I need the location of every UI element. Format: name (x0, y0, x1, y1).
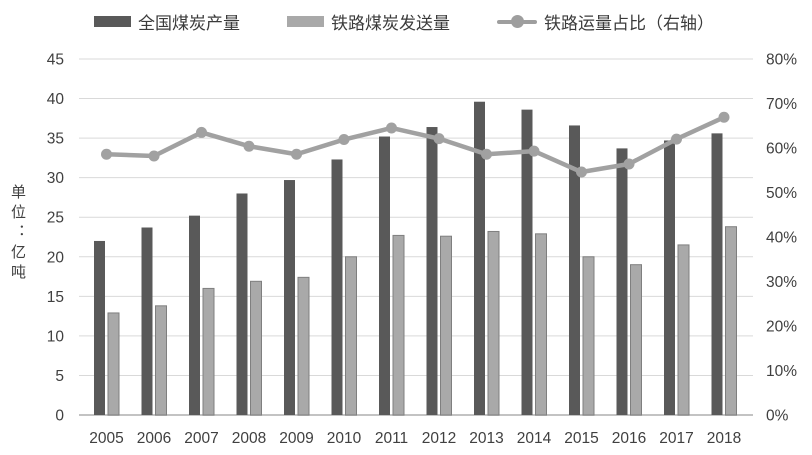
railway-bar (725, 226, 737, 416)
x-tick-label: 2009 (279, 430, 313, 447)
share-line-marker (148, 150, 160, 162)
y-left-tick-label: 5 (55, 368, 64, 385)
y-left-tick-label: 20 (47, 249, 65, 266)
share-line (104, 115, 727, 175)
production-bar (474, 101, 485, 415)
production-bar (284, 180, 295, 415)
production-bar (189, 215, 200, 415)
x-tick-label: 2013 (469, 430, 503, 447)
share-line-marker (243, 140, 255, 152)
y-right-tick-label: 50% (766, 185, 797, 202)
x-tick-label: 2007 (184, 430, 218, 447)
x-tick-label: 2012 (422, 430, 456, 447)
railway-bar (107, 312, 120, 416)
legend-label-railway: 铁路煤炭发送量 (331, 14, 450, 33)
railway-bar-swatch-icon (287, 16, 324, 27)
railway-bar (250, 280, 262, 416)
production-bar (331, 159, 343, 415)
legend-item-railway: 铁路煤炭发送量 (287, 9, 450, 34)
share-line-marker (196, 126, 207, 138)
railway-bar (297, 276, 310, 416)
y-right-tick-label: 10% (766, 363, 797, 380)
y-left-tick-label: 0 (55, 408, 64, 425)
production-bar (426, 127, 438, 415)
x-tick-label: 2010 (327, 430, 362, 447)
share-line-marker (101, 148, 112, 160)
production-bar (94, 240, 105, 415)
y-right-tick-label: 20% (766, 319, 797, 336)
production-bar (379, 136, 390, 416)
x-tick-label: 2014 (517, 430, 552, 447)
railway-bar (582, 256, 595, 416)
railway-bar (392, 234, 405, 416)
share-line-marker (623, 158, 635, 170)
legend-label-share: 铁路运量占比（右轴） (544, 14, 714, 33)
y-left-tick-label: 30 (47, 170, 65, 187)
y-right-tick-label: 70% (766, 96, 797, 113)
y-axis-title: 单位：亿吨 (9, 184, 25, 284)
legend-item-production: 全国煤炭产量 (94, 9, 240, 34)
legend-item-share: 铁路运量占比（右轴） (497, 9, 714, 34)
share-line-marker (433, 133, 445, 145)
x-tick-label: 2016 (612, 430, 646, 447)
railway-bar (677, 244, 690, 416)
x-tick-label: 2011 (375, 430, 408, 447)
production-bar (616, 148, 628, 415)
share-line-marker (576, 166, 587, 178)
production-bar (711, 133, 723, 415)
x-tick-label: 2018 (707, 430, 741, 447)
production-bar (664, 140, 675, 416)
x-tick-label: 2005 (89, 430, 123, 447)
share-line-marker (386, 122, 397, 134)
y-right-tick-label: 80% (766, 52, 797, 69)
x-tick-label: 2015 (564, 430, 598, 447)
railway-bar (155, 305, 167, 416)
railway-bar (535, 233, 547, 416)
share-line-swatch-icon (497, 15, 537, 28)
chart-legend: 全国煤炭产量 铁路煤炭发送量 铁路运量占比（右轴） (94, 9, 714, 34)
y-right-tick-label: 30% (766, 274, 797, 291)
share-line-marker (528, 145, 540, 157)
y-left-tick-label: 35 (47, 131, 64, 148)
production-bar (521, 109, 533, 416)
share-line-marker (338, 134, 350, 146)
y-left-tick-label: 15 (47, 289, 64, 306)
share-line-marker (481, 148, 492, 160)
production-bar (569, 125, 580, 415)
share-line-marker (291, 148, 302, 160)
y-right-tick-label: 60% (766, 141, 797, 158)
x-tick-label: 2008 (232, 430, 266, 447)
railway-bar (630, 264, 642, 416)
share-line-marker (671, 133, 682, 145)
y-left-tick-label: 10 (47, 328, 65, 345)
y-left-tick-label: 45 (47, 52, 64, 69)
railway-bar (487, 230, 500, 416)
railway-bar (202, 287, 215, 416)
x-tick-label: 2017 (659, 430, 693, 447)
y-left-tick-label: 40 (47, 91, 65, 108)
x-tick-label: 2006 (137, 430, 171, 447)
production-bar (236, 193, 248, 415)
production-bar (141, 227, 153, 415)
y-left-tick-label: 25 (47, 210, 64, 227)
share-line-marker (718, 111, 730, 123)
railway-bar (440, 235, 452, 416)
legend-label-production: 全国煤炭产量 (138, 14, 240, 33)
railway-bar (345, 256, 357, 416)
production-bar-swatch-icon (94, 16, 131, 27)
y-right-tick-label: 0% (766, 408, 789, 425)
y-right-tick-label: 40% (766, 230, 797, 247)
